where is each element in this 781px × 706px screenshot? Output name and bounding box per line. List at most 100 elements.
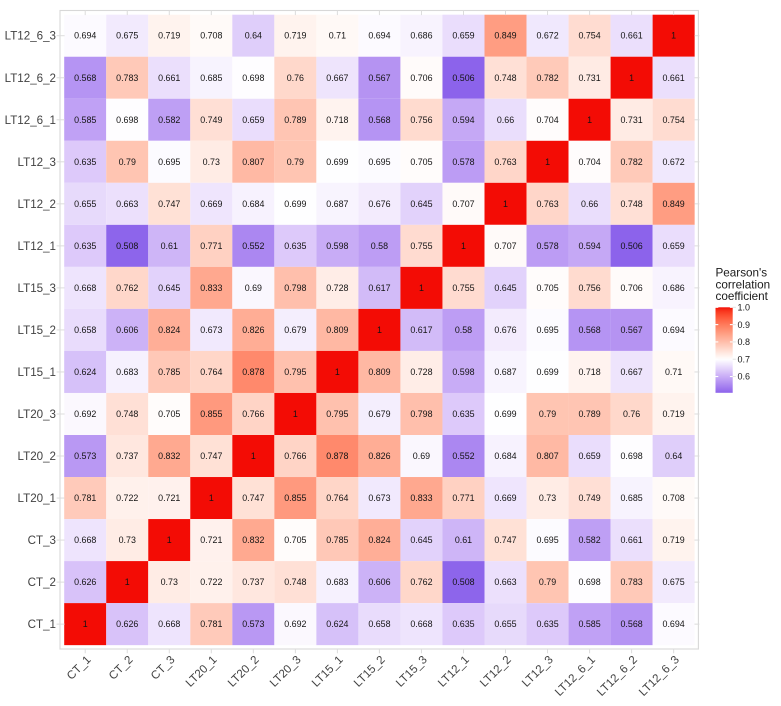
svg-text:0.73: 0.73 (119, 535, 136, 545)
svg-text:0.684: 0.684 (494, 451, 516, 461)
svg-text:1: 1 (335, 367, 340, 377)
svg-text:0.707: 0.707 (494, 241, 516, 251)
svg-text:0.568: 0.568 (74, 73, 96, 83)
svg-text:0.764: 0.764 (326, 493, 348, 503)
svg-text:0.686: 0.686 (410, 31, 432, 41)
svg-text:0.705: 0.705 (410, 157, 432, 167)
svg-text:0.798: 0.798 (284, 283, 306, 293)
svg-text:0.698: 0.698 (578, 577, 600, 587)
svg-text:0.578: 0.578 (452, 157, 474, 167)
svg-text:0.737: 0.737 (116, 451, 138, 461)
svg-text:1: 1 (125, 577, 130, 587)
svg-text:LT20_2: LT20_2 (18, 450, 56, 463)
svg-text:0.673: 0.673 (368, 493, 390, 503)
svg-text:0.79: 0.79 (539, 577, 556, 587)
svg-text:0.669: 0.669 (200, 199, 222, 209)
svg-text:0.624: 0.624 (326, 619, 348, 629)
svg-text:0.695: 0.695 (536, 325, 558, 335)
svg-text:0.573: 0.573 (74, 451, 96, 461)
svg-text:1.0: 1.0 (738, 303, 751, 313)
svg-text:0.64: 0.64 (665, 451, 682, 461)
svg-text:0.617: 0.617 (410, 325, 432, 335)
svg-text:LT12_1: LT12_1 (18, 240, 56, 253)
svg-text:0.617: 0.617 (368, 283, 390, 293)
svg-text:0.645: 0.645 (158, 283, 180, 293)
svg-text:0.695: 0.695 (158, 157, 180, 167)
svg-text:0.655: 0.655 (74, 199, 96, 209)
svg-text:0.706: 0.706 (621, 283, 643, 293)
svg-text:LT12_3: LT12_3 (18, 156, 56, 169)
svg-text:0.675: 0.675 (116, 31, 138, 41)
svg-text:0.568: 0.568 (368, 115, 390, 125)
svg-text:LT20_3: LT20_3 (18, 408, 56, 421)
svg-text:0.807: 0.807 (536, 451, 558, 461)
svg-text:0.766: 0.766 (242, 409, 264, 419)
svg-text:0.585: 0.585 (578, 619, 600, 629)
svg-text:0.684: 0.684 (242, 199, 264, 209)
svg-text:0.582: 0.582 (578, 535, 600, 545)
svg-text:0.783: 0.783 (116, 73, 138, 83)
svg-text:0.722: 0.722 (200, 577, 222, 587)
svg-text:1: 1 (209, 493, 214, 503)
svg-text:0.568: 0.568 (621, 619, 643, 629)
svg-text:0.667: 0.667 (326, 73, 348, 83)
svg-text:0.785: 0.785 (326, 535, 348, 545)
svg-text:LT12_2: LT12_2 (18, 198, 56, 211)
svg-text:0.704: 0.704 (536, 115, 558, 125)
svg-text:0.764: 0.764 (200, 367, 222, 377)
svg-text:0.635: 0.635 (284, 241, 306, 251)
svg-text:1: 1 (377, 325, 382, 335)
svg-text:0.705: 0.705 (536, 283, 558, 293)
svg-text:0.635: 0.635 (74, 157, 96, 167)
svg-text:0.699: 0.699 (284, 199, 306, 209)
svg-text:0.694: 0.694 (663, 619, 685, 629)
svg-text:0.719: 0.719 (284, 31, 306, 41)
svg-text:0.807: 0.807 (242, 157, 264, 167)
svg-text:0.669: 0.669 (494, 493, 516, 503)
svg-text:coefficient: coefficient (716, 290, 769, 303)
svg-text:0.506: 0.506 (621, 241, 643, 251)
svg-text:0.661: 0.661 (621, 31, 643, 41)
svg-text:0.748: 0.748 (621, 199, 643, 209)
svg-text:1: 1 (545, 157, 550, 167)
svg-text:0.679: 0.679 (284, 325, 306, 335)
svg-text:0.661: 0.661 (621, 535, 643, 545)
svg-text:LT15_2: LT15_2 (18, 324, 56, 337)
svg-text:0.798: 0.798 (410, 409, 432, 419)
svg-text:0.748: 0.748 (494, 73, 516, 83)
svg-text:0.552: 0.552 (452, 451, 474, 461)
svg-text:0.698: 0.698 (116, 115, 138, 125)
svg-text:LT12_6_3: LT12_6_3 (5, 30, 56, 43)
svg-text:0.508: 0.508 (452, 577, 474, 587)
svg-text:0.833: 0.833 (410, 493, 432, 503)
svg-text:0.506: 0.506 (452, 73, 474, 83)
svg-text:0.69: 0.69 (245, 283, 262, 293)
svg-text:0.635: 0.635 (74, 241, 96, 251)
svg-text:0.659: 0.659 (242, 115, 264, 125)
svg-text:0.718: 0.718 (326, 115, 348, 125)
svg-text:0.685: 0.685 (200, 73, 222, 83)
svg-text:0.781: 0.781 (74, 493, 96, 503)
svg-text:0.721: 0.721 (158, 493, 180, 503)
svg-text:0.706: 0.706 (410, 73, 432, 83)
svg-text:0.783: 0.783 (621, 577, 643, 587)
svg-text:0.878: 0.878 (326, 451, 348, 461)
svg-text:0.766: 0.766 (284, 451, 306, 461)
svg-text:0.73: 0.73 (161, 577, 178, 587)
svg-text:1: 1 (671, 31, 676, 41)
svg-text:0.749: 0.749 (578, 493, 600, 503)
svg-text:0.699: 0.699 (536, 367, 558, 377)
svg-text:0.849: 0.849 (663, 199, 685, 209)
svg-text:LT15_3: LT15_3 (18, 282, 56, 295)
svg-text:CT_3: CT_3 (28, 534, 56, 547)
svg-text:0.795: 0.795 (326, 409, 348, 419)
svg-text:correlation: correlation (716, 279, 771, 292)
svg-text:1: 1 (587, 115, 592, 125)
svg-text:0.686: 0.686 (663, 283, 685, 293)
svg-text:0.728: 0.728 (326, 283, 348, 293)
svg-text:1: 1 (461, 241, 466, 251)
svg-text:0.508: 0.508 (116, 241, 138, 251)
svg-text:0.655: 0.655 (494, 619, 516, 629)
svg-text:0.73: 0.73 (539, 493, 556, 503)
svg-text:0.748: 0.748 (284, 577, 306, 587)
